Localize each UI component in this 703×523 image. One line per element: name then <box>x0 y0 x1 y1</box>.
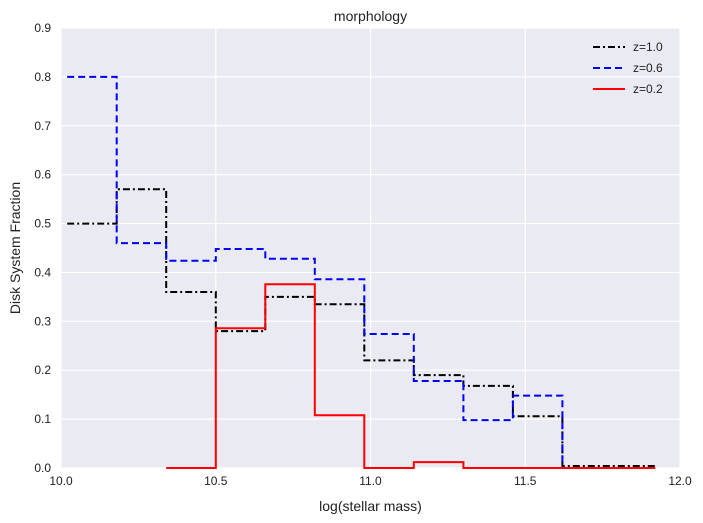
y-tick-label: 0.9 <box>34 21 51 35</box>
legend: z=1.0 z=0.6 z=0.2 <box>593 40 663 96</box>
grid <box>60 27 681 469</box>
x-tick-label: 11.0 <box>359 474 382 488</box>
series-line-z=0.2 <box>166 283 656 469</box>
y-tick-label: 0.5 <box>34 217 51 231</box>
series-line-z=0.6 <box>67 75 656 469</box>
x-tick-label: 10.5 <box>204 474 228 488</box>
y-tick-label: 0.8 <box>34 70 51 84</box>
tick-labels: 10.0 10.5 11.0 11.5 12.0 0.0 0.1 0.2 0.3 0.4 0.5 0.… <box>34 21 692 488</box>
x-tick-label: 10.0 <box>49 474 73 488</box>
y-tick-label: 0.0 <box>34 461 51 475</box>
chart-title: morphology <box>334 8 407 24</box>
y-tick-label: 0.4 <box>34 265 51 279</box>
series-layer <box>67 75 656 469</box>
legend-label: z=0.2 <box>633 82 663 96</box>
y-tick-label: 0.2 <box>34 363 51 377</box>
x-axis-label: log(stellar mass) <box>319 498 422 514</box>
x-tick-label: 12.0 <box>668 474 692 488</box>
legend-label: z=1.0 <box>633 40 663 54</box>
y-tick-label: 0.1 <box>34 412 51 426</box>
y-tick-label: 0.3 <box>34 314 51 328</box>
x-tick-label: 11.5 <box>514 474 537 488</box>
y-axis-label: Disk System Fraction <box>7 182 23 314</box>
y-tick-label: 0.6 <box>34 168 51 182</box>
legend-label: z=0.6 <box>633 61 663 75</box>
y-tick-label: 0.7 <box>34 119 51 133</box>
